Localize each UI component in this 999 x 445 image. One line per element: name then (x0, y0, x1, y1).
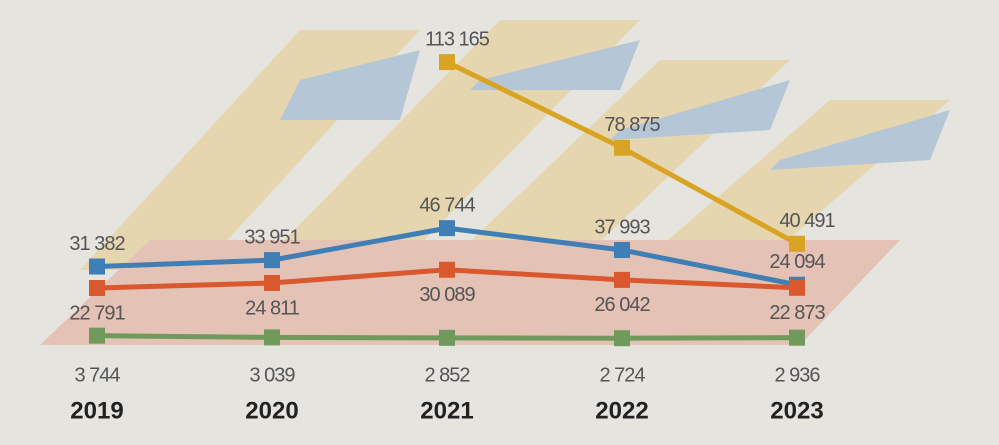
data-label: 33 951 (244, 226, 300, 248)
data-point (439, 220, 455, 236)
data-label: 31 382 (69, 233, 125, 255)
data-point (614, 330, 630, 346)
data-point (614, 242, 630, 258)
x-tick-label: 2023 (770, 397, 823, 424)
data-label: 2 724 (599, 364, 645, 386)
data-label: 30 089 (419, 284, 475, 306)
data-point (89, 280, 105, 296)
data-label: 46 744 (419, 194, 475, 216)
data-point (439, 262, 455, 278)
data-label: 113 165 (425, 28, 490, 50)
x-tick-label: 2019 (70, 397, 123, 424)
data-label: 3 744 (74, 364, 120, 386)
data-point (614, 272, 630, 288)
data-label: 22 873 (769, 302, 825, 324)
data-label: 37 993 (594, 216, 650, 238)
data-label: 22 791 (69, 302, 125, 324)
data-label: 2 852 (424, 364, 470, 386)
data-label: 24 811 (245, 297, 300, 319)
data-point (264, 275, 280, 291)
data-label: 26 042 (594, 294, 650, 316)
data-label: 24 094 (769, 251, 825, 273)
data-label: 2 936 (774, 364, 820, 386)
chart: 2019 2020 2021 2022 2023 113 165 78 875 40 491 3… (0, 0, 999, 445)
data-label: 3 039 (249, 364, 295, 386)
data-point (264, 329, 280, 345)
data-point (789, 236, 805, 252)
data-point (264, 252, 280, 268)
page: 2019 2020 2021 2022 2023 113 165 78 875 40 491 3… (0, 0, 999, 445)
x-tick-label: 2020 (245, 397, 298, 424)
data-point (614, 140, 630, 156)
data-point (789, 330, 805, 346)
data-point (89, 259, 105, 275)
data-point (89, 328, 105, 344)
x-tick-label: 2021 (420, 397, 473, 424)
data-point (439, 330, 455, 346)
data-label: 78 875 (604, 114, 660, 136)
data-point (789, 280, 805, 296)
data-point (439, 54, 455, 70)
x-tick-label: 2022 (595, 397, 648, 424)
data-label: 40 491 (779, 210, 835, 232)
